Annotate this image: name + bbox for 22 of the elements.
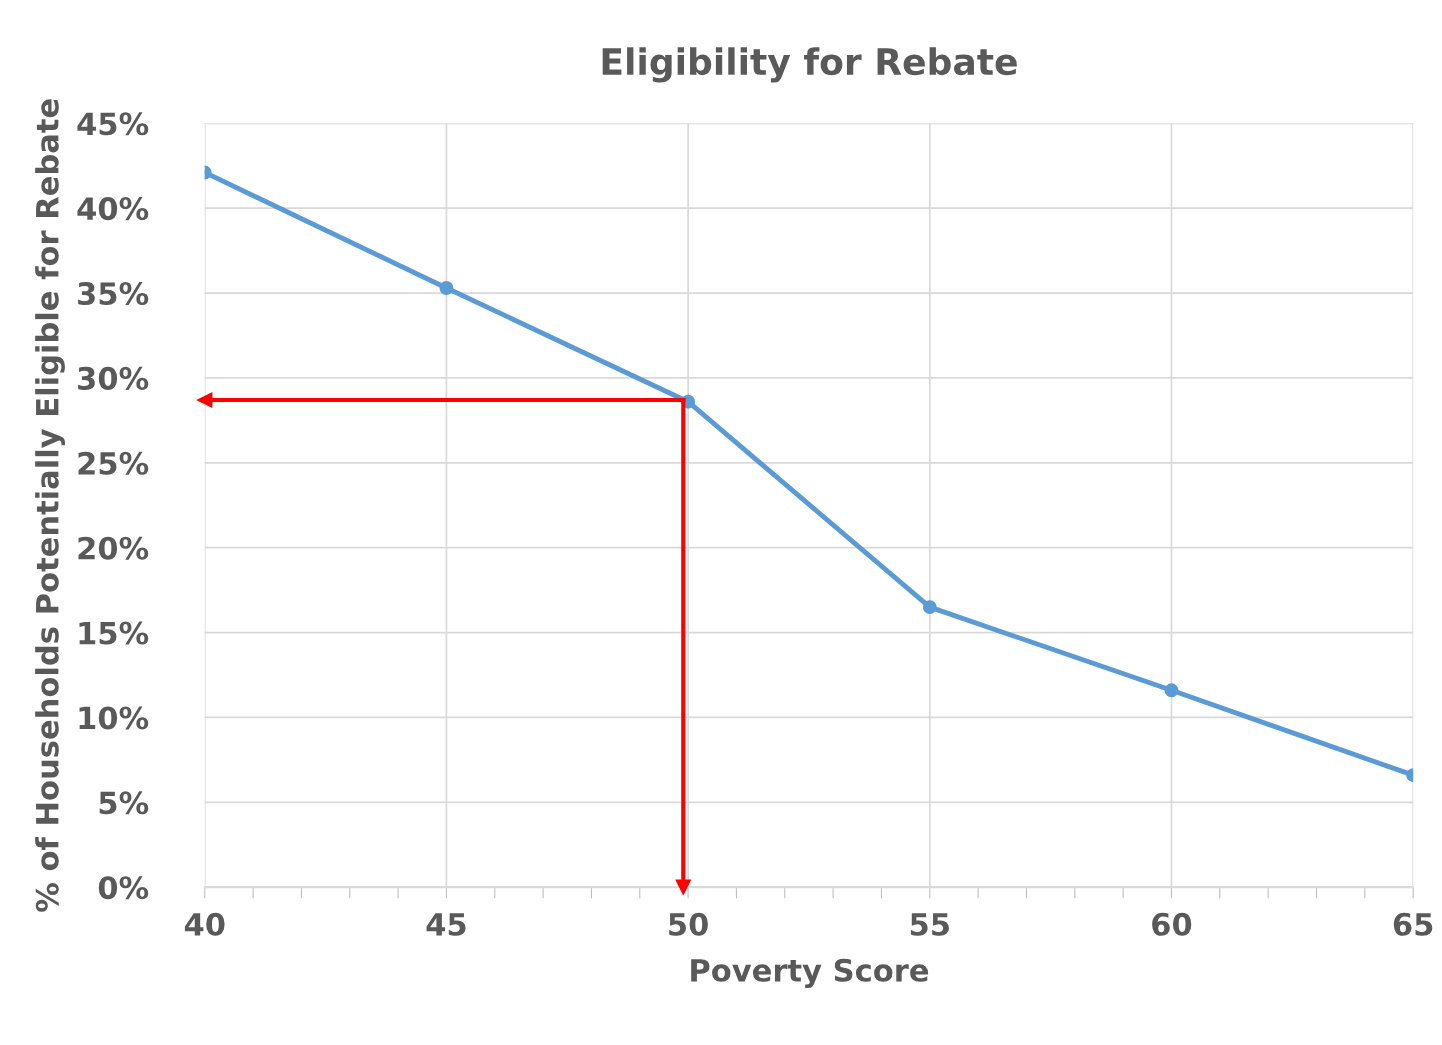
point [439, 281, 454, 295]
chart-title: Eligibility for Rebate [602, 47, 1017, 83]
x-axis-title: Poverty Score [691, 958, 929, 989]
y-tick-label: 35% [78, 282, 149, 306]
y-tick-label: 0% [98, 876, 149, 900]
point [1164, 683, 1179, 698]
x-tick-label: 45 [426, 913, 466, 936]
y-tick-label: 10% [79, 706, 149, 730]
y-tick-label: 20% [78, 536, 149, 560]
point [922, 600, 937, 615]
x-tick-label: 60 [1152, 912, 1192, 936]
y-tick-label: 5% [99, 791, 149, 815]
y-tick-label: 30% [78, 366, 149, 390]
y-tick-label: 45% [77, 112, 149, 136]
x-tick-label: 55 [910, 913, 949, 936]
x-tick-label: 50 [669, 912, 708, 936]
y-axis-title: % of Households Potentially Eligible for Rebate [35, 99, 65, 912]
y-tick-label: 15% [79, 621, 149, 645]
x-tick-label: 40 [184, 912, 225, 936]
y-tick-label: 40% [77, 197, 149, 221]
x-tick-label: 65 [1393, 912, 1433, 936]
y-tick-label: 25% [78, 451, 149, 475]
